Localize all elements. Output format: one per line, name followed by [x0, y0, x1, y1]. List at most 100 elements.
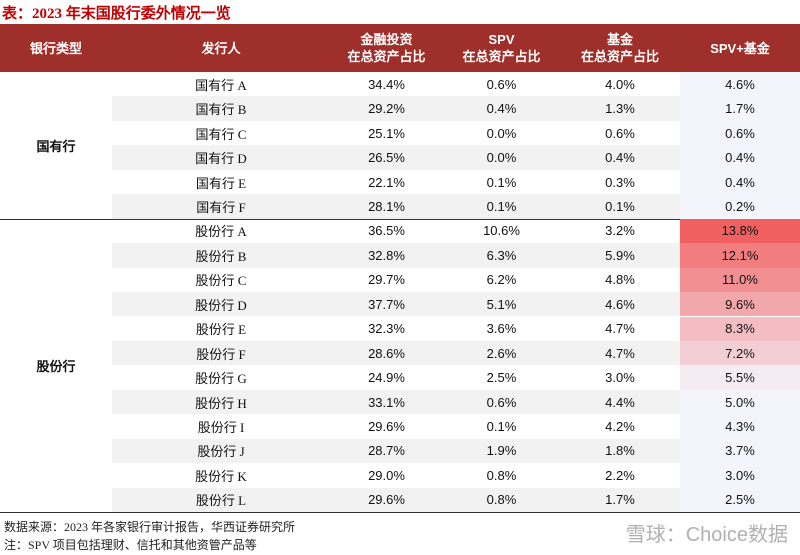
value-cell: 6.2% [486, 272, 517, 288]
value-cell: 5.0% [680, 389, 800, 415]
value-cell: 32.3% [368, 321, 405, 337]
issuer: 股份行 D [112, 292, 330, 317]
value-cell: 0.8% [443, 487, 560, 513]
issuer: 股份行 G [195, 371, 247, 387]
value-cell: 2.5% [486, 370, 517, 386]
value-cell: 0.1% [443, 194, 560, 219]
value-cell: 5.1% [443, 292, 560, 317]
value-cell: 28.6% [330, 340, 443, 366]
issuer: 股份行 H [112, 389, 330, 415]
value-cell: 34.4% [368, 76, 405, 92]
issuer: 股份行 A [195, 224, 247, 240]
footnote: 注：SPV 项目包括理财、信托和其他资管产品等 [4, 538, 257, 552]
value-cell: 1.9% [443, 438, 560, 464]
value-cell: 4.2% [605, 419, 635, 435]
rule [0, 219, 800, 220]
issuer: 国有行 E [195, 175, 247, 191]
header-cell: 金融投资在总资产占比 [330, 24, 443, 72]
value-cell: 3.6% [486, 321, 517, 337]
value-cell: 29.0% [368, 467, 405, 483]
value-cell: 3.2% [605, 223, 635, 239]
value-cell: 13.8% [680, 218, 800, 244]
value-cell: 1.8% [560, 438, 680, 464]
title: 表：2023 年末国股行委外情况一览 [2, 6, 231, 22]
value-cell: 25.1% [368, 125, 405, 141]
issuer: 股份行 I [197, 420, 245, 436]
value-cell: 29.7% [368, 272, 405, 288]
value-cell: 3.0% [680, 463, 800, 488]
value-cell: 28.7% [330, 438, 443, 464]
header-text: 基金 [606, 32, 633, 47]
watermark: 雪球：Choice数据 [625, 524, 788, 546]
value-cell: 26.5% [330, 145, 443, 170]
value-cell: 0.6% [680, 120, 800, 146]
value-cell: 12.1% [680, 243, 800, 268]
header-text: 在总资产占比 [347, 49, 426, 64]
value-cell: 4.8% [605, 272, 635, 288]
issuer: 国有行 B [112, 96, 330, 121]
header-text: SPV+基金 [710, 40, 770, 56]
value-cell: 2.6% [443, 340, 560, 366]
issuer: 国有行 F [112, 194, 330, 219]
header-text: 银行类型 [29, 40, 82, 56]
value-cell: 0.4% [680, 169, 800, 195]
value-cell: 29.6% [368, 419, 405, 435]
value-cell: 4.6% [680, 72, 800, 97]
value-cell: 4.7% [560, 340, 680, 366]
value-cell: 4.4% [560, 389, 680, 415]
header-cell: 基金 在总资产占比 [560, 24, 680, 72]
value-cell: 2.2% [605, 467, 635, 483]
issuer: 股份行 B [112, 243, 330, 268]
value-cell: 32.8% [330, 243, 443, 268]
header-text: 发行人 [201, 40, 241, 56]
value-cell: 0.1% [486, 174, 517, 190]
value-cell: 0.1% [560, 194, 680, 219]
header-text: 在总资产占比 [462, 49, 541, 64]
header-text: SPV [488, 32, 515, 47]
value-cell: 24.9% [368, 370, 405, 386]
value-cell: 9.6% [680, 292, 800, 317]
issuer: 股份行 K [195, 468, 247, 484]
value-cell: 22.1% [368, 174, 405, 190]
value-cell: 1.7% [680, 96, 800, 121]
header-cell: 银行类型 [0, 24, 112, 72]
value-cell: 1.3% [560, 96, 680, 121]
value-cell: 4.0% [605, 76, 635, 92]
value-cell: 5.9% [560, 243, 680, 268]
issuer: 国有行 A [195, 77, 247, 93]
value-cell: 0.4% [680, 145, 800, 170]
value-cell: 2.5% [680, 487, 800, 513]
issuer: 股份行 L [112, 487, 330, 513]
value-cell: 29.2% [330, 96, 443, 121]
header-text: 在总资产占比 [580, 49, 659, 64]
value-cell: 0.2% [680, 194, 800, 219]
value-cell: 0.6% [605, 125, 635, 141]
footnote: 数据来源：2023 年各家银行审计报告，华西证券研究所 [4, 520, 296, 534]
value-cell: 4.7% [605, 321, 635, 337]
value-cell: 0.3% [605, 174, 635, 190]
value-cell: 36.5% [368, 223, 405, 239]
issuer: 国有行 C [195, 126, 247, 142]
issuer: 股份行 C [195, 273, 247, 289]
value-cell: 33.1% [330, 389, 443, 415]
group-label: 股份行 [36, 358, 76, 374]
header-cell: 发行人 [112, 24, 330, 72]
value-cell: 6.3% [443, 243, 560, 268]
value-cell: 4.6% [560, 292, 680, 317]
value-cell: 11.0% [680, 267, 800, 293]
value-cell: 1.7% [560, 487, 680, 513]
value-cell: 5.5% [680, 365, 800, 390]
header-text: 金融投资 [360, 32, 413, 47]
value-cell: 37.7% [330, 292, 443, 317]
value-cell: 10.6% [483, 223, 520, 239]
value-cell: 28.1% [330, 194, 443, 219]
value-cell: 3.0% [605, 370, 635, 386]
header-cell: SPV 在总资产占比 [443, 24, 560, 72]
value-cell: 29.6% [330, 487, 443, 513]
value-cell: 3.7% [680, 438, 800, 464]
value-cell: 0.4% [560, 145, 680, 170]
value-cell: 7.2% [680, 340, 800, 366]
value-cell: 0.4% [443, 96, 560, 121]
issuer: 股份行 J [112, 438, 330, 464]
